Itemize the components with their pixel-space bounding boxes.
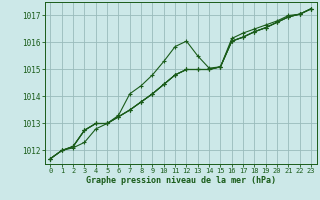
X-axis label: Graphe pression niveau de la mer (hPa): Graphe pression niveau de la mer (hPa) [86,176,276,185]
